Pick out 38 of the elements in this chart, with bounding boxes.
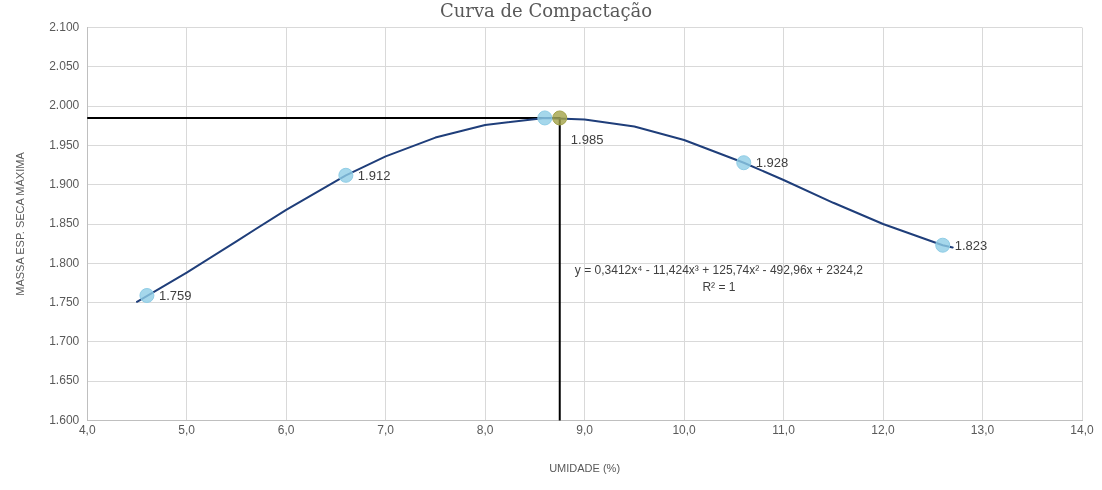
x-tick-label: 4,0: [78, 422, 96, 437]
y-axis-title: MASSA ESP. SECA MÁXIMA: [13, 151, 26, 296]
y-tick-label: 1.950: [49, 137, 80, 152]
x-tick-label: 6,0: [277, 422, 295, 437]
point: [935, 237, 951, 253]
data-label: 1.759: [158, 288, 192, 304]
x-tick-label: 12,0: [871, 422, 896, 437]
y-tick-label: 1.850: [49, 216, 80, 231]
x-axis-title: UMIDADE (%): [549, 462, 621, 475]
x-tick-label: 13,0: [970, 422, 995, 437]
x-tick-label: 10,0: [672, 422, 697, 437]
annotation: y = 0,3412x⁴ - 11,424x³ + 125,74x² - 492,96x + 2324,2: [574, 262, 864, 277]
data-label: 1.823: [954, 237, 988, 253]
x-tick-label: 7,0: [377, 422, 395, 437]
x-tick-label: 14,0: [1070, 422, 1094, 437]
x-tick-label: 8,0: [476, 422, 494, 437]
point: [552, 110, 568, 126]
point: [338, 167, 354, 183]
y-tick-label: 1.600: [49, 412, 80, 427]
y-tick-label: 1.900: [49, 177, 80, 192]
y-tick-label: 1.750: [49, 294, 80, 309]
annotation: R² = 1: [702, 279, 736, 294]
point: [139, 287, 155, 303]
chart-title: Curva de Compactação: [439, 0, 653, 22]
data-label: 1.928: [755, 155, 789, 171]
y-tick-label: 1.700: [49, 334, 80, 349]
point: [736, 155, 752, 171]
y-tick-label: 1.800: [49, 255, 80, 270]
y-tick-label: 2.100: [49, 19, 80, 34]
x-tick-label: 11,0: [772, 422, 796, 437]
y-tick-label: 1.650: [49, 373, 80, 388]
y-tick-label: 2.000: [49, 98, 80, 113]
point: [537, 110, 553, 126]
x-tick-label: 5,0: [178, 422, 196, 437]
y-tick-label: 2.050: [49, 59, 80, 74]
x-tick-label: 9,0: [576, 422, 594, 437]
data-label: 1.912: [357, 167, 391, 183]
data-label: 1.985: [570, 131, 604, 147]
